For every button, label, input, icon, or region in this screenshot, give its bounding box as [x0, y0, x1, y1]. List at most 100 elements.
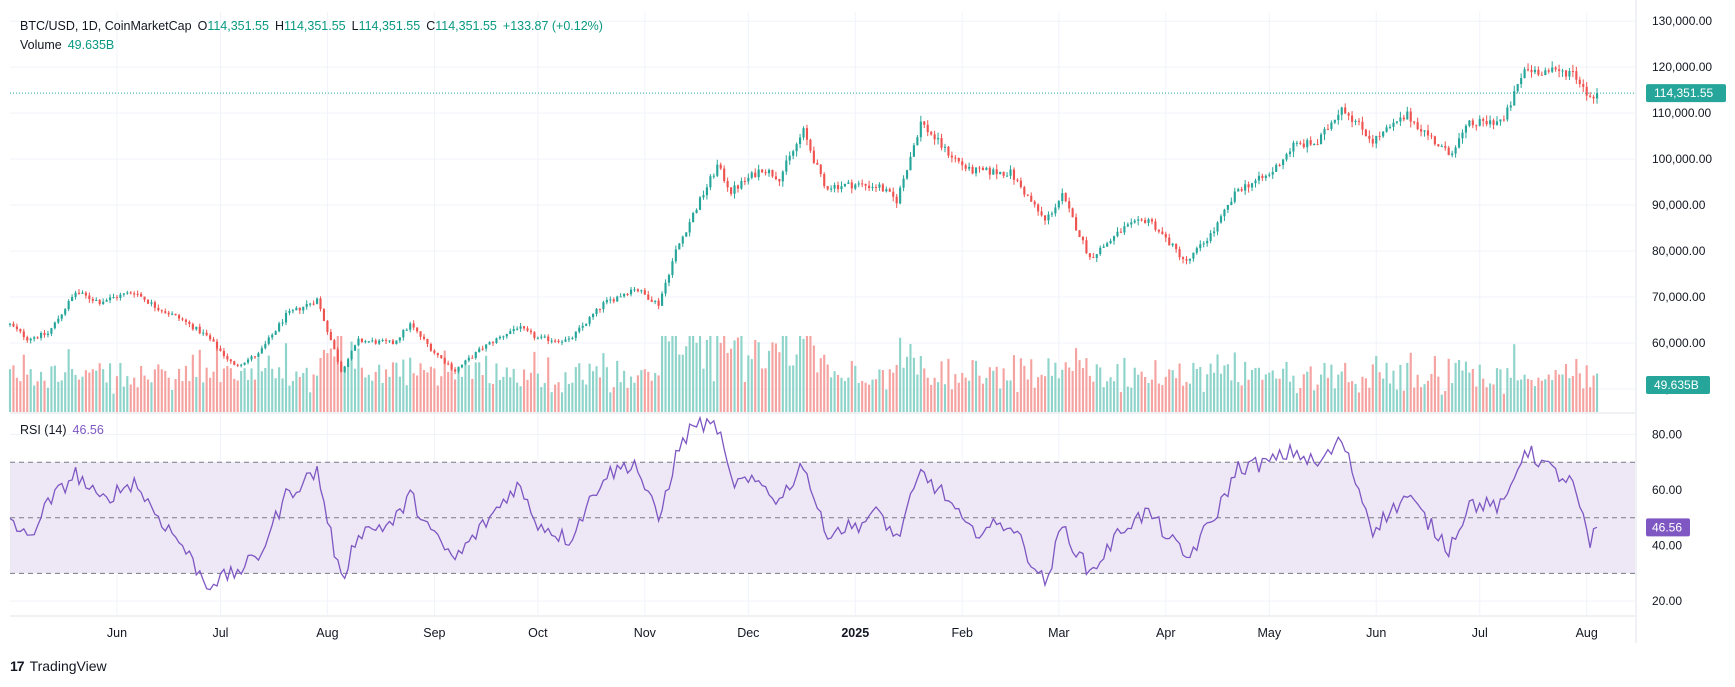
candle-body [995, 169, 998, 175]
volume-bar [315, 375, 319, 412]
candle-body [364, 341, 367, 343]
tradingview-brand[interactable]: 17 TradingView [10, 658, 107, 674]
candle-body [733, 185, 736, 194]
candle-body [609, 299, 612, 301]
candle-body [1230, 201, 1233, 205]
volume-bar [1030, 359, 1033, 412]
volume-bar [164, 370, 167, 412]
candle-body [1433, 136, 1436, 145]
volume-bar [436, 385, 439, 412]
candle-body [836, 185, 840, 190]
candle-body [719, 164, 722, 169]
volume-bar [1054, 362, 1057, 412]
volume-bar [1495, 368, 1499, 412]
candle-body [284, 312, 288, 323]
volume-bar [1023, 365, 1026, 412]
volume-bar [26, 374, 29, 412]
candle-body [864, 183, 867, 186]
candle-body [971, 166, 974, 174]
volume-bar [547, 357, 550, 412]
candle-body [257, 353, 260, 358]
volume-label[interactable]: Volume [20, 38, 62, 52]
price-scale[interactable]: 130,000.00 120,000.00 110,000.00 100,000.00… [10, 0, 1726, 643]
candle-body [485, 344, 488, 349]
candle-body [409, 323, 412, 330]
candle-body [381, 340, 384, 342]
candle-body [616, 296, 619, 302]
price-tick-label: 120,000.00 [1652, 60, 1712, 74]
volume-bar [71, 369, 74, 412]
candle-body [1233, 191, 1236, 202]
candle-body [160, 310, 163, 312]
candle-body [1268, 174, 1271, 176]
volume-bar [1202, 391, 1205, 412]
candle-body [736, 185, 740, 189]
candle-body [1026, 194, 1029, 196]
volume-bar [1364, 378, 1367, 412]
volume-bar [1499, 369, 1502, 412]
volume-bar [229, 368, 232, 412]
candle-body [205, 332, 208, 336]
candle-body [778, 179, 781, 182]
volume-bar [1399, 364, 1402, 412]
candle-body [460, 364, 464, 368]
volume-bar [685, 346, 688, 412]
candle-body [664, 282, 667, 294]
volume-bar [95, 370, 98, 412]
volume-bar [329, 348, 332, 412]
candle-body [1568, 71, 1571, 77]
volume-bar [1395, 389, 1399, 412]
volume-bar [184, 365, 188, 412]
volume-bar [1226, 364, 1229, 412]
change-value: +133.87 (+0.12%) [502, 19, 603, 33]
candle-body [1023, 187, 1026, 195]
candle-body [826, 186, 829, 190]
volume-bar [1582, 388, 1585, 412]
candle-body [433, 350, 436, 353]
volume-bar [854, 365, 857, 412]
volume-bar [567, 383, 570, 412]
time-axis-label: Aug [1576, 626, 1598, 640]
volume-bar [840, 377, 843, 412]
candle-body [988, 167, 991, 175]
volume-legend: Volume 49.635B [20, 38, 114, 52]
volume-bar [1237, 382, 1240, 412]
rsi-label[interactable]: RSI (14) [20, 423, 67, 437]
candle-body [195, 326, 198, 330]
volume-bar [1430, 373, 1433, 412]
candle-body [1288, 151, 1292, 155]
high-label: H [274, 19, 284, 33]
volume-bar [705, 339, 708, 412]
candle-body [757, 169, 760, 178]
volume-bar [29, 369, 32, 412]
candle-body [108, 297, 112, 301]
volume-bar [761, 368, 764, 412]
volume-bar [464, 364, 467, 412]
candle-body [785, 160, 788, 172]
candle-body [1099, 247, 1102, 255]
candle-body [833, 185, 836, 189]
volume-bar [371, 380, 374, 412]
time-axis[interactable]: Jun Jul Aug Sep Oct Nov Dec 2025 Feb Mar Apr May Jun… [107, 626, 1598, 640]
volume-bar [1254, 367, 1257, 412]
candle-body [1140, 219, 1143, 221]
volume-bar [1382, 378, 1385, 412]
price-tick-label: 110,000.00 [1652, 106, 1711, 120]
candle-body [861, 183, 864, 185]
candle-body [1492, 120, 1495, 125]
time-axis-label: Apr [1156, 626, 1175, 640]
candle-body [374, 340, 377, 344]
candle-body [557, 340, 560, 343]
candle-body [447, 363, 450, 365]
volume-bar [843, 381, 846, 412]
volume-bar [1040, 374, 1043, 412]
volume-bar [281, 378, 284, 412]
candle-body [881, 184, 884, 192]
candle-body [60, 314, 63, 319]
candle-body [112, 297, 115, 299]
symbol-title[interactable]: BTC/USD, 1D, CoinMarketCap [20, 19, 192, 33]
volume-bar [1595, 373, 1599, 412]
volume-bar [53, 365, 56, 412]
candle-body [1413, 121, 1416, 123]
